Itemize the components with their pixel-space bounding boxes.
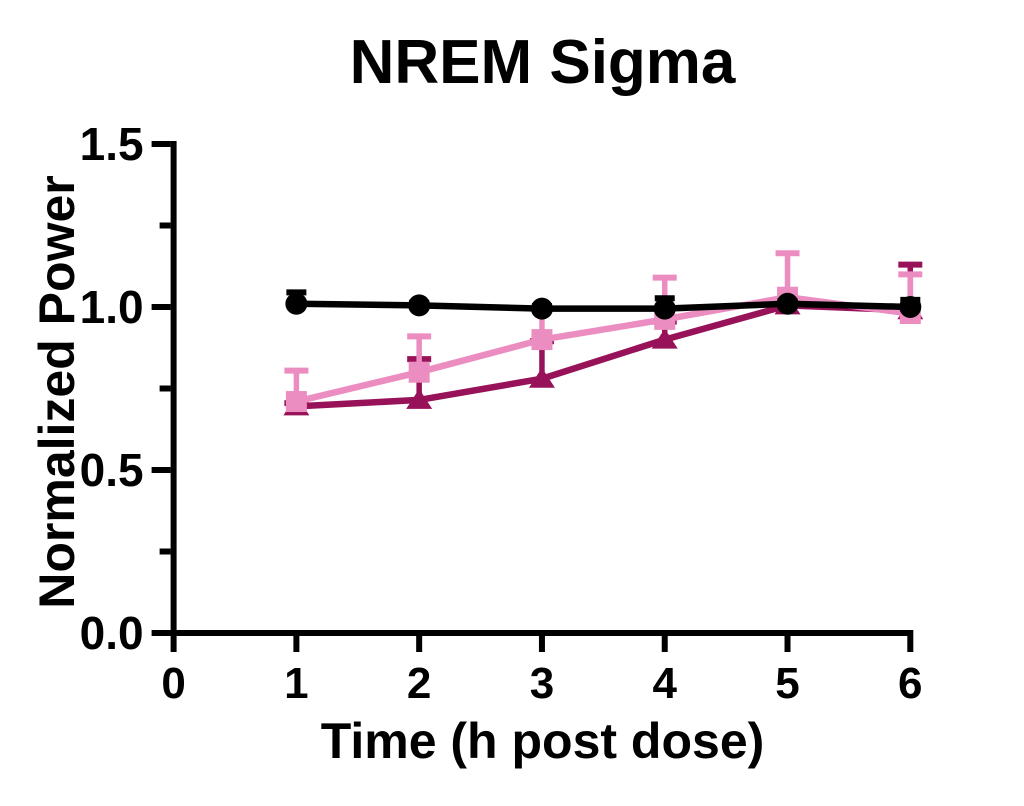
x-tick-label: 1 <box>284 659 308 708</box>
y-tick-label: 1.5 <box>80 118 144 170</box>
data-point-marker-black-circles <box>776 292 799 315</box>
chart-title: NREM Sigma <box>349 28 736 97</box>
data-point-marker-black-circles <box>653 297 676 320</box>
series-line-dark-magenta-triangles <box>296 302 911 410</box>
x-tick-label: 0 <box>161 659 185 708</box>
data-point-marker-black-circles <box>899 296 922 318</box>
y-tick-label: 0.5 <box>80 444 144 496</box>
x-tick-label: 2 <box>407 659 431 708</box>
y-tick-label: 1.0 <box>80 281 144 333</box>
data-point-marker-black-circles <box>530 297 553 320</box>
data-point-marker-dark-magenta-triangles <box>406 388 433 409</box>
x-tick-label: 6 <box>898 659 922 708</box>
x-tick-label: 4 <box>652 659 677 708</box>
x-tick-label: 3 <box>530 659 554 708</box>
series-line-pink-squares <box>295 293 911 405</box>
y-tick-label: 0.0 <box>80 607 144 659</box>
data-point-marker-black-circles <box>408 294 431 317</box>
data-point-marker-black-circles <box>285 292 308 315</box>
data-point-marker-dark-magenta-triangles <box>528 367 555 388</box>
series-line-black-circles <box>296 300 911 312</box>
data-point-marker-pink-squares <box>408 361 430 383</box>
x-axis-title: Time (h post dose) <box>320 713 765 769</box>
data-point-marker-pink-squares <box>285 391 307 413</box>
x-tick-label: 5 <box>775 659 799 708</box>
data-point-marker-dark-magenta-triangles <box>651 328 678 349</box>
data-point-marker-pink-squares <box>531 329 553 351</box>
